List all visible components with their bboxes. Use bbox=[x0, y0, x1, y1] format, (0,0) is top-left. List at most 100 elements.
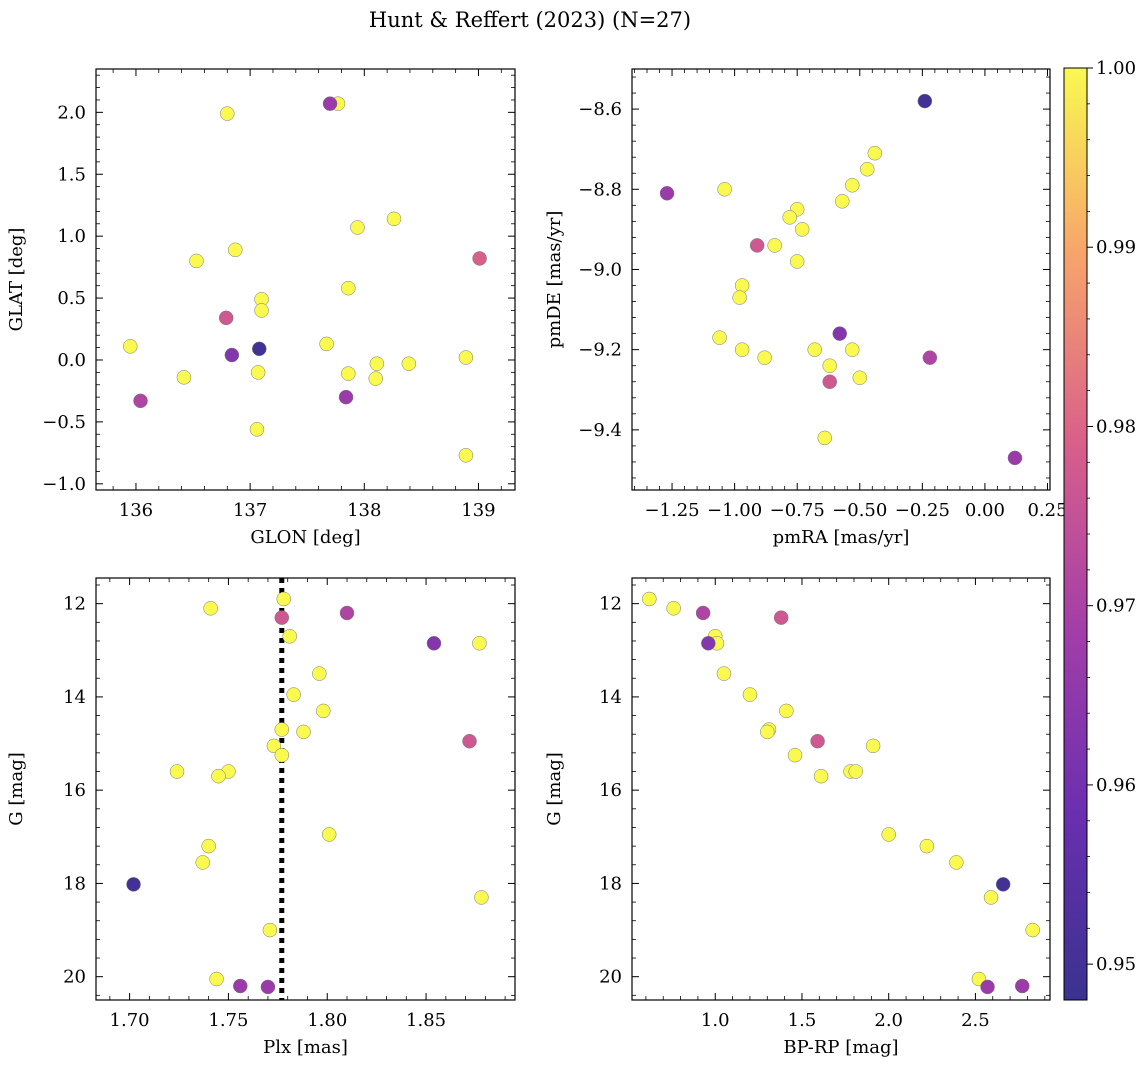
data-point bbox=[386, 211, 402, 227]
data-point bbox=[848, 764, 863, 779]
data-point bbox=[757, 350, 772, 365]
x-tick-label: 0.00 bbox=[965, 500, 1005, 521]
data-point bbox=[250, 365, 266, 380]
data-point bbox=[176, 370, 192, 385]
data-point bbox=[338, 389, 354, 405]
y-tick-label: 0.0 bbox=[57, 350, 86, 371]
data-point bbox=[845, 178, 860, 193]
data-point bbox=[789, 254, 805, 269]
data-point bbox=[717, 182, 732, 197]
x-tick-label: 1.85 bbox=[406, 1010, 446, 1031]
data-point bbox=[274, 610, 290, 625]
data-point bbox=[867, 145, 883, 161]
data-point bbox=[133, 393, 148, 409]
axes-frame bbox=[631, 68, 1051, 491]
data-point bbox=[732, 290, 747, 305]
y-tick-label: 0.5 bbox=[57, 288, 86, 309]
data-point bbox=[695, 605, 711, 621]
x-tick-label: 2.0 bbox=[874, 1010, 903, 1031]
data-point bbox=[949, 855, 964, 870]
data-point bbox=[716, 666, 732, 681]
data-point bbox=[995, 877, 1011, 892]
data-point bbox=[983, 890, 999, 905]
data-point bbox=[123, 339, 138, 354]
y-tick-label: 20 bbox=[599, 967, 622, 988]
y-tick-label: −0.5 bbox=[42, 412, 86, 433]
x-tick-label: −1.25 bbox=[644, 500, 699, 521]
x-tick-label: 2.5 bbox=[961, 1010, 990, 1031]
data-point bbox=[773, 610, 789, 625]
data-point bbox=[734, 278, 750, 293]
data-point bbox=[339, 605, 355, 621]
data-point bbox=[472, 636, 487, 651]
data-point bbox=[835, 194, 850, 209]
y-tick-label: 12 bbox=[63, 594, 86, 615]
data-point bbox=[472, 251, 487, 266]
data-point bbox=[266, 738, 282, 754]
data-point bbox=[224, 347, 240, 363]
data-point bbox=[350, 220, 365, 235]
data-point bbox=[201, 838, 216, 854]
x-axis-label: GLON [deg] bbox=[250, 527, 360, 548]
x-tick-label: 137 bbox=[233, 500, 267, 521]
x-tick-label: 1.75 bbox=[208, 1010, 248, 1031]
axes-frame bbox=[95, 577, 516, 1001]
data-point bbox=[922, 350, 938, 365]
x-tick-label: −0.25 bbox=[895, 500, 950, 521]
panel-plx-g: 1.70 1.75 1.80 1.85 12 14 16 18 20 Plx [mas] G [ma… bbox=[6, 577, 516, 1058]
data-point bbox=[852, 370, 868, 385]
data-point bbox=[169, 764, 185, 779]
data-point bbox=[749, 238, 765, 253]
data-point bbox=[126, 877, 141, 892]
x-tick-label: 139 bbox=[461, 500, 495, 521]
data-point bbox=[742, 687, 758, 702]
data-point bbox=[218, 310, 234, 326]
data-point bbox=[474, 890, 489, 905]
data-point bbox=[401, 356, 417, 371]
data-point bbox=[282, 629, 297, 644]
data-point bbox=[316, 703, 331, 719]
y-tick-label: 20 bbox=[63, 967, 86, 988]
data-point bbox=[642, 591, 657, 607]
colorbar-tick-label: 0.97 bbox=[1096, 596, 1136, 617]
x-tick-label: −1.00 bbox=[707, 500, 762, 521]
data-point bbox=[734, 342, 750, 357]
y-tick-label: −9.0 bbox=[578, 259, 622, 280]
data-point bbox=[274, 722, 290, 737]
y-tick-label: 16 bbox=[63, 780, 86, 801]
data-point bbox=[321, 827, 337, 842]
data-point bbox=[1025, 922, 1040, 938]
data-point bbox=[666, 601, 681, 616]
x-tick-label: 1.5 bbox=[788, 1010, 817, 1031]
data-point bbox=[1014, 978, 1030, 994]
colorbar-tick-label: 0.96 bbox=[1096, 775, 1136, 796]
data-point bbox=[462, 733, 477, 749]
data-point bbox=[813, 768, 829, 784]
data-point bbox=[845, 342, 860, 357]
y-tick-label: −8.6 bbox=[578, 99, 622, 120]
data-point bbox=[319, 336, 334, 352]
y-tick-label: 18 bbox=[63, 873, 86, 894]
data-point bbox=[980, 979, 995, 995]
data-point bbox=[296, 724, 311, 740]
data-point bbox=[274, 747, 290, 763]
data-point bbox=[203, 601, 218, 616]
data-point bbox=[810, 733, 825, 749]
data-point bbox=[712, 330, 727, 345]
x-axis-label: Plx [mas] bbox=[263, 1037, 348, 1058]
x-tick-label: 1.0 bbox=[701, 1010, 730, 1031]
data-point bbox=[195, 855, 210, 870]
data-point bbox=[865, 738, 881, 754]
data-point bbox=[322, 96, 338, 111]
data-point bbox=[209, 971, 224, 987]
axes-frame bbox=[631, 577, 1051, 1001]
y-tick-label: −9.2 bbox=[578, 340, 622, 361]
data-point bbox=[426, 636, 442, 651]
colorbar-gradient bbox=[1063, 67, 1088, 1001]
y-tick-label: 2.0 bbox=[57, 102, 86, 123]
data-point bbox=[1007, 450, 1023, 466]
data-point bbox=[252, 341, 267, 357]
data-point bbox=[817, 430, 832, 446]
data-point bbox=[189, 253, 204, 269]
